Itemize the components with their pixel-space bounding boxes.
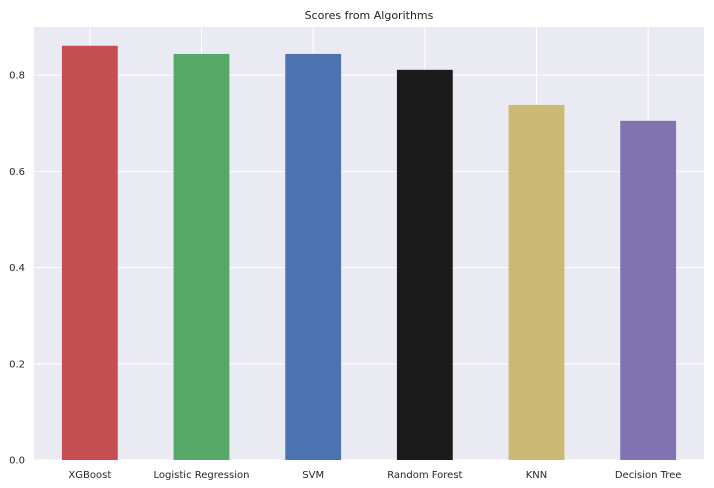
y-tick-label: 0.6 (9, 167, 25, 178)
bars-group (61, 45, 677, 461)
y-tick-label: 0.8 (9, 71, 25, 82)
plot-background (34, 27, 704, 460)
y-tick-label: 0.0 (9, 456, 25, 467)
y-tick-label: 0.2 (9, 359, 25, 370)
x-tick-label: XGBoost (68, 470, 111, 481)
y-tick-label: 0.4 (9, 263, 25, 274)
bar-knn (508, 104, 565, 460)
x-axis-ticks: XGBoost Logistic Regression SVM Random Fore… (68, 470, 681, 481)
bar-xgboost (61, 45, 118, 460)
bar-random-forest (396, 69, 453, 461)
x-tick-label: Logistic Regression (154, 470, 250, 481)
x-tick-label: Random Forest (387, 470, 462, 481)
chart-title: Scores from Algorithms (305, 9, 434, 22)
x-tick-label: KNN (526, 470, 548, 481)
bar-decision-tree (620, 120, 677, 461)
bar-logistic-regression (173, 53, 230, 460)
y-axis-ticks: 0.0 0.2 0.4 0.6 0.8 (9, 71, 25, 467)
x-tick-label: SVM (302, 470, 324, 481)
x-tick-label: Decision Tree (615, 470, 682, 481)
bar-svm (285, 53, 342, 460)
